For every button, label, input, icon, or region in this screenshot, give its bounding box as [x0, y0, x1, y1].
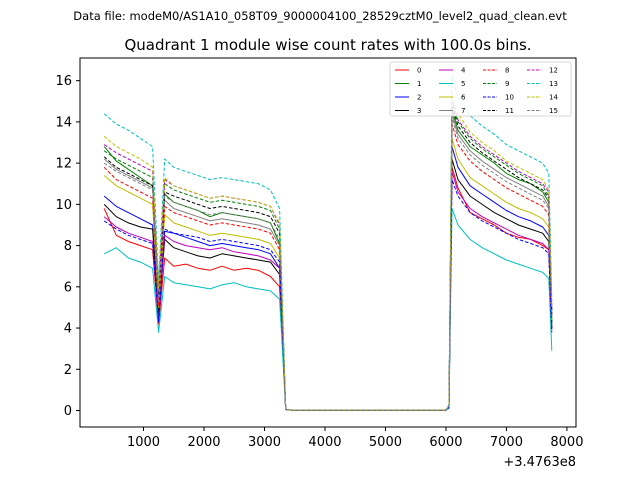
x-tick-label: 6000 [429, 435, 462, 450]
series-line-15 [103, 117, 553, 411]
y-tick-label: 16 [55, 74, 72, 89]
series-line-5 [103, 208, 553, 411]
series-line-11 [103, 104, 553, 411]
series-line-4 [103, 170, 553, 411]
x-tick-label: 4000 [308, 435, 341, 450]
y-tick-label: 14 [55, 115, 72, 130]
legend-frame [389, 61, 572, 117]
legend-label-5: 5 [461, 80, 465, 88]
legend-label-0: 0 [417, 67, 421, 75]
legend-label-6: 6 [461, 94, 466, 102]
legend-label-10: 10 [505, 94, 514, 102]
y-tick-label: 4 [64, 322, 72, 337]
y-tick-label: 0 [64, 404, 72, 419]
legend-label-2: 2 [417, 94, 421, 102]
legend-label-12: 12 [549, 67, 558, 75]
plot-area [103, 76, 553, 411]
legend-label-9: 9 [505, 80, 509, 88]
y-tick-label: 8 [64, 239, 72, 254]
legend-label-3: 3 [417, 107, 421, 115]
legend-label-11: 11 [505, 107, 514, 115]
legend-label-14: 14 [549, 94, 558, 102]
legend-label-15: 15 [549, 107, 558, 115]
legend-label-8: 8 [505, 67, 509, 75]
y-tick-label: 10 [55, 198, 72, 213]
x-tick-label: 5000 [369, 435, 402, 450]
series-line-10 [103, 179, 553, 411]
legend-label-4: 4 [461, 67, 466, 75]
x-tick-label: 7000 [490, 435, 523, 450]
axes-frame [79, 57, 577, 428]
legend-label-1: 1 [417, 80, 421, 88]
figure-suptitle: Data file: modeM0/AS1A10_058T09_90000041… [73, 9, 567, 23]
x-offset-label: +3.4763e8 [503, 455, 576, 470]
legend-label-7: 7 [461, 107, 465, 115]
x-tick-label: 2000 [187, 435, 220, 450]
series-line-14 [103, 92, 553, 411]
y-tick-label: 2 [64, 363, 72, 378]
series-line-12 [103, 98, 553, 411]
x-tick-label: 1000 [127, 435, 160, 450]
x-tick-label: 8000 [550, 435, 583, 450]
x-tick-label: 3000 [248, 435, 281, 450]
chart-title: Quadrant 1 module wise count rates with … [124, 36, 531, 54]
y-tick-label: 6 [64, 280, 72, 295]
y-tick-label: 12 [55, 157, 72, 172]
legend-label-13: 13 [549, 80, 558, 88]
